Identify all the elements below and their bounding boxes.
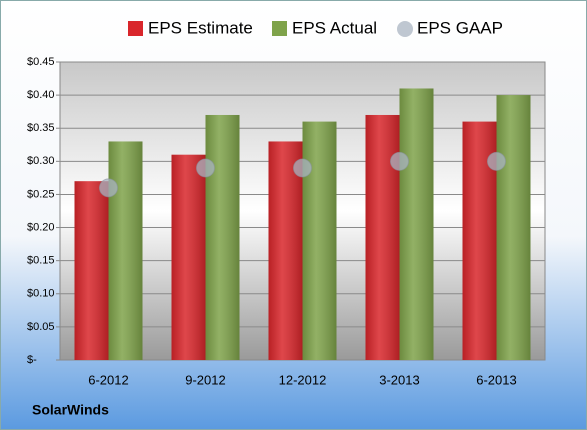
legend-marker bbox=[128, 21, 143, 36]
x-tick-label: 6-2013 bbox=[476, 372, 516, 387]
y-tick-label: $0.10 bbox=[27, 288, 55, 300]
footer: SolarWinds bbox=[32, 402, 109, 418]
legend-label: EPS GAAP bbox=[417, 18, 503, 37]
bar-shine bbox=[205, 114, 240, 360]
legend-label: EPS Estimate bbox=[148, 18, 253, 37]
y-tick-label: $0.35 bbox=[27, 122, 55, 134]
y-tick-label: $0.25 bbox=[27, 188, 55, 200]
legend-marker bbox=[272, 21, 287, 36]
marker bbox=[487, 151, 506, 171]
bar-shine bbox=[399, 88, 434, 360]
x-tick-label: 6-2012 bbox=[88, 372, 128, 387]
marker bbox=[196, 158, 215, 178]
y-tick-label: $0.15 bbox=[27, 255, 55, 267]
legend-marker bbox=[397, 21, 413, 37]
y-tick-label: $0.30 bbox=[27, 155, 55, 167]
bar-shine bbox=[302, 121, 337, 360]
marker bbox=[293, 158, 312, 178]
y-tick-label: $0.40 bbox=[27, 89, 55, 101]
y-tick-label: $0.45 bbox=[27, 56, 55, 68]
bar-shine bbox=[74, 181, 109, 360]
bar-shine bbox=[171, 154, 206, 360]
y-tick-label: $- bbox=[27, 354, 37, 366]
bar-shine bbox=[108, 141, 143, 360]
x-tick-label: 9-2012 bbox=[185, 372, 225, 387]
legend-label: EPS Actual bbox=[292, 18, 377, 37]
bar-shine bbox=[496, 95, 531, 360]
marker bbox=[99, 178, 118, 198]
y-tick-label: $0.20 bbox=[27, 221, 55, 233]
x-tick-label: 12-2012 bbox=[279, 372, 327, 387]
bar-shine bbox=[268, 141, 303, 360]
bar-shine bbox=[365, 114, 400, 360]
x-tick-label: 3-2013 bbox=[379, 372, 419, 387]
marker bbox=[390, 151, 409, 171]
y-tick-label: $0.05 bbox=[27, 321, 55, 333]
